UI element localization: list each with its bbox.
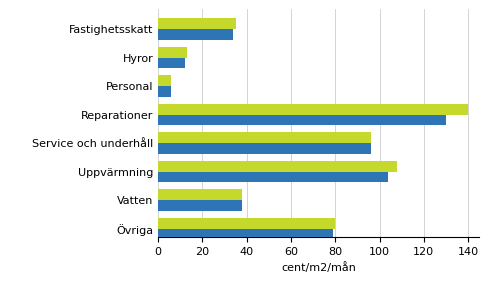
Bar xyxy=(158,200,242,211)
Bar xyxy=(158,75,171,86)
Bar xyxy=(158,18,236,29)
Bar xyxy=(158,161,397,171)
Bar xyxy=(158,229,333,240)
Bar xyxy=(158,29,233,40)
Bar xyxy=(158,86,171,97)
X-axis label: cent/m2/mån: cent/m2/mån xyxy=(281,262,356,273)
Bar xyxy=(158,57,185,68)
Bar xyxy=(158,189,242,200)
Bar xyxy=(158,171,388,182)
Bar xyxy=(158,218,335,229)
Bar xyxy=(158,47,187,57)
Bar xyxy=(158,104,468,115)
Bar xyxy=(158,132,370,143)
Bar xyxy=(158,143,370,154)
Bar xyxy=(158,115,446,126)
